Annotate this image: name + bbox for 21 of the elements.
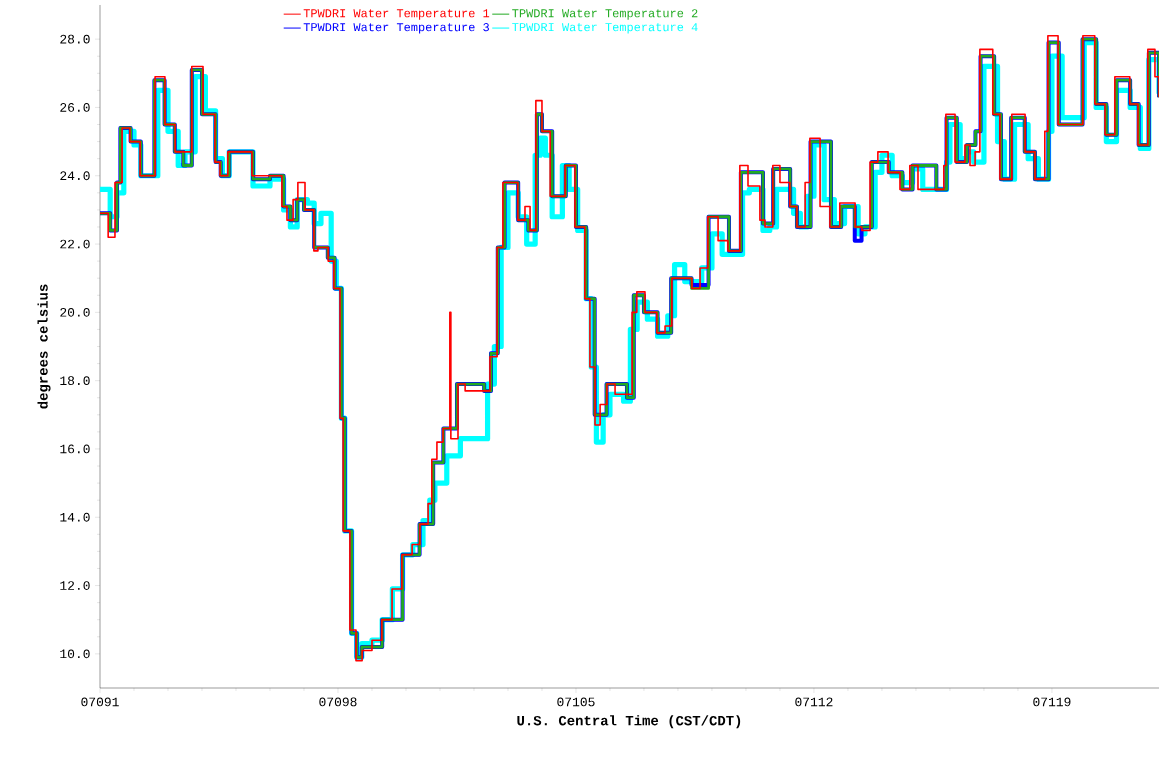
y-tick-label: 24.0 [60, 171, 90, 181]
x-tick-label: 07105 [557, 697, 595, 707]
y-tick-label: 22.0 [60, 239, 90, 249]
y-tick-label: 20.0 [60, 307, 90, 317]
y-tick-label: 10.0 [60, 649, 90, 659]
y-tick-label: 28.0 [60, 34, 90, 44]
y-tick-label: 14.0 [60, 512, 90, 522]
x-tick-label: 07098 [319, 697, 357, 707]
y-tick-label: 18.0 [60, 376, 90, 386]
y-axis-title: degrees celsius [37, 284, 51, 409]
legend-label: TPWDRI Water Temperature 3 [303, 23, 489, 34]
y-tick-label: 16.0 [60, 444, 90, 454]
legend-label: TPWDRI Water Temperature 4 [512, 23, 698, 34]
legend-label: TPWDRI Water Temperature 2 [512, 9, 698, 20]
y-tick-label: 26.0 [60, 103, 90, 112]
legend-label: TPWDRI Water Temperature 1 [303, 9, 490, 20]
x-tick-label: 07119 [1033, 697, 1071, 707]
x-tick-label: 07091 [81, 697, 119, 707]
x-tick-label: 07112 [795, 697, 833, 707]
x-axis-title: U.S. Central Time (CST/CDT) [517, 715, 741, 729]
y-tick-label: 12.0 [60, 581, 90, 590]
